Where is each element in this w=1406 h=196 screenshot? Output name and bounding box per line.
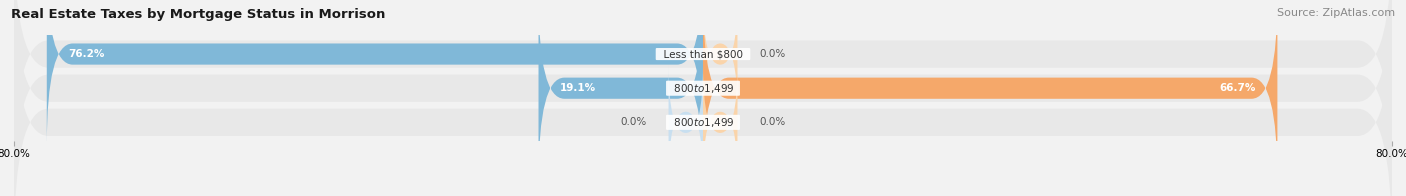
FancyBboxPatch shape — [703, 0, 738, 112]
Text: 0.0%: 0.0% — [621, 117, 647, 127]
Legend: Without Mortgage, With Mortgage: Without Mortgage, With Mortgage — [589, 193, 817, 196]
FancyBboxPatch shape — [703, 0, 1278, 180]
Text: 0.0%: 0.0% — [759, 49, 785, 59]
Text: $800 to $1,499: $800 to $1,499 — [666, 82, 740, 95]
Text: Source: ZipAtlas.com: Source: ZipAtlas.com — [1277, 8, 1395, 18]
FancyBboxPatch shape — [669, 65, 703, 180]
FancyBboxPatch shape — [46, 0, 703, 146]
Text: 66.7%: 66.7% — [1219, 83, 1256, 93]
FancyBboxPatch shape — [14, 0, 1392, 196]
FancyBboxPatch shape — [14, 0, 1392, 196]
Text: Real Estate Taxes by Mortgage Status in Morrison: Real Estate Taxes by Mortgage Status in … — [11, 8, 385, 21]
FancyBboxPatch shape — [14, 0, 1392, 177]
Text: $800 to $1,499: $800 to $1,499 — [666, 116, 740, 129]
Text: 19.1%: 19.1% — [560, 83, 596, 93]
FancyBboxPatch shape — [703, 65, 738, 180]
Text: 0.0%: 0.0% — [759, 117, 785, 127]
FancyBboxPatch shape — [538, 0, 703, 180]
Text: 76.2%: 76.2% — [69, 49, 104, 59]
Text: Less than $800: Less than $800 — [657, 49, 749, 59]
